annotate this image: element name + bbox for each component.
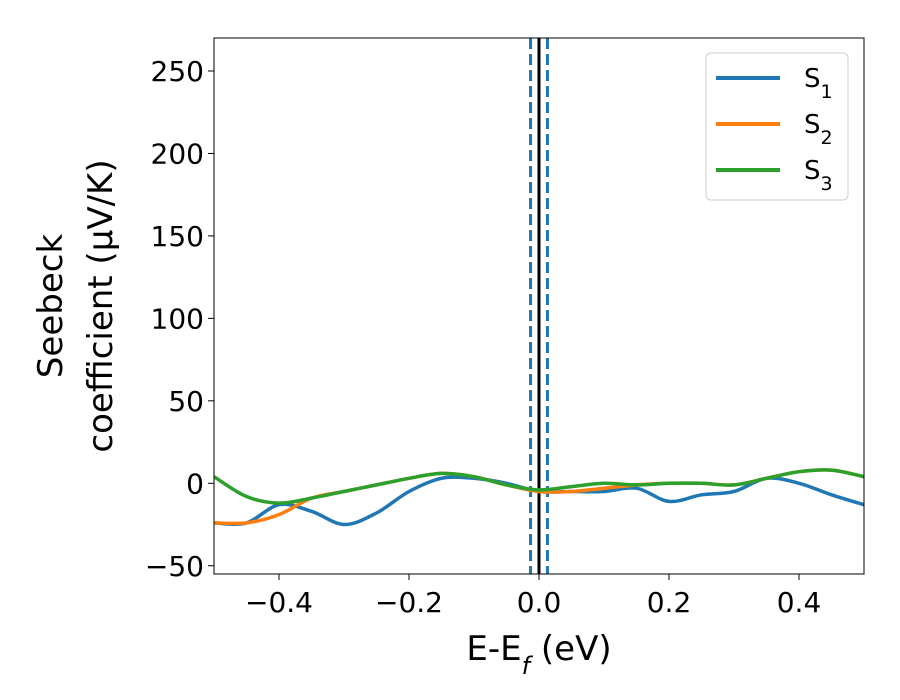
y-axis-title-line1: Seebeck bbox=[31, 234, 71, 379]
reference-lines bbox=[529, 38, 549, 574]
y-tick-label: 50 bbox=[168, 385, 204, 418]
series-line-s3 bbox=[214, 468, 864, 505]
legend-label-s2: S2 bbox=[804, 110, 833, 149]
x-tick-label: 0.4 bbox=[777, 586, 822, 619]
y-tick-label: −50 bbox=[145, 550, 204, 583]
y-axis-title-line2: coefficient (μV/K) bbox=[81, 159, 121, 452]
y-tick-label: 0 bbox=[186, 467, 204, 500]
x-axis-title: E-Ef (eV) bbox=[466, 629, 611, 680]
legend: S1 S2 S3 bbox=[705, 52, 849, 201]
y-axis-ticks: −50 0 50 100 150 200 250 bbox=[145, 55, 214, 583]
x-axis-ticks: −0.4 −0.2 0.0 0.2 0.4 bbox=[245, 574, 821, 619]
x-tick-label: −0.2 bbox=[375, 586, 443, 619]
y-tick-label: 200 bbox=[151, 137, 204, 170]
x-tick-label: −0.4 bbox=[245, 586, 313, 619]
x-tick-label: 0.0 bbox=[517, 586, 562, 619]
legend-label-s3: S3 bbox=[804, 156, 833, 195]
y-tick-label: 250 bbox=[151, 55, 204, 88]
x-tick-label: 0.2 bbox=[647, 586, 692, 619]
y-tick-label: 150 bbox=[151, 220, 204, 253]
series-lines bbox=[214, 468, 864, 527]
legend-box bbox=[705, 52, 849, 201]
legend-label-s1: S1 bbox=[804, 64, 833, 103]
y-tick-label: 100 bbox=[151, 302, 204, 335]
